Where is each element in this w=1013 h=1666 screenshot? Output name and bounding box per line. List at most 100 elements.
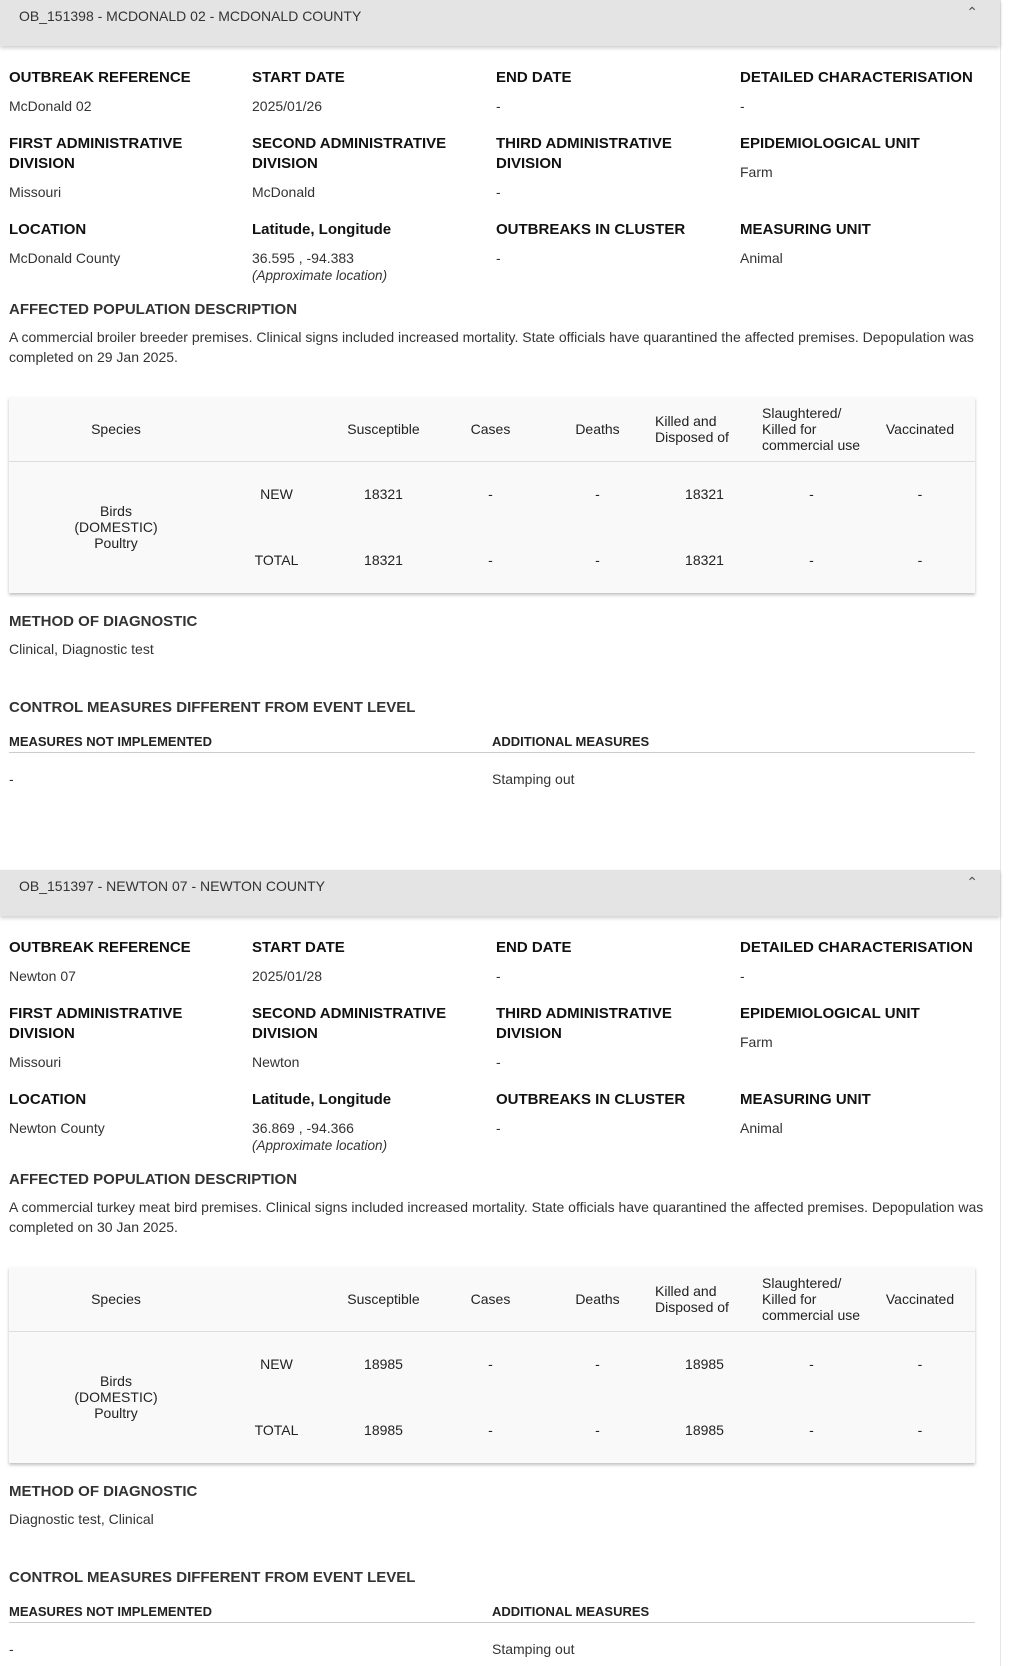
- table-cell: -: [595, 486, 600, 503]
- field-value: Animal: [740, 250, 783, 266]
- field-value: 36.595 , -94.383: [252, 250, 354, 266]
- field-value: -: [496, 968, 501, 984]
- field-end-date: END DATE -: [496, 68, 731, 116]
- table-cell: 18321: [364, 486, 403, 503]
- table-cell: -: [488, 486, 493, 503]
- field-label: LOCATION: [9, 1091, 87, 1108]
- column-header: Slaughtered/ Killed for commercial use: [758, 397, 865, 462]
- table-cell: TOTAL: [254, 552, 299, 568]
- approximate-location-note: (Approximate location): [252, 268, 388, 283]
- chevron-up-icon[interactable]: ⌃: [966, 4, 978, 20]
- species-table: Species Susceptible Cases Deaths Killed and …: [9, 397, 975, 593]
- field-label: START DATE: [252, 69, 345, 86]
- field-value: Newton 07: [9, 968, 76, 984]
- field-label: OUTBREAKS IN CLUSTER: [496, 1091, 686, 1108]
- field-first-admin: FIRST ADMINISTRATIVE DIVISION Missouri: [9, 1004, 244, 1072]
- field-value: Farm: [740, 1034, 773, 1050]
- table-cell: 18985: [685, 1422, 724, 1438]
- measures-not-implemented-header: MEASURES NOT IMPLEMENTED: [9, 1604, 212, 1619]
- affected-description: A commercial turkey meat bird premises. …: [9, 1199, 984, 1235]
- field-label: OUTBREAK REFERENCE: [9, 939, 191, 956]
- field-latlon: Latitude, Longitude 36.869 , -94.366 (Ap…: [252, 1090, 487, 1153]
- control-measures-table: MEASURES NOT IMPLEMENTED ADDITIONAL MEASU…: [9, 1604, 975, 1657]
- table-cell: 18321: [685, 552, 724, 568]
- field-value: 2025/01/26: [252, 98, 323, 114]
- column-header: Species: [9, 1267, 223, 1332]
- table-cell: NEW: [260, 486, 293, 503]
- field-measuring-unit: MEASURING UNIT Animal: [740, 1090, 975, 1138]
- table-cell: -: [488, 552, 493, 568]
- field-label: MEASURING UNIT: [740, 1091, 871, 1108]
- outbreak-title: OB_151397 - NEWTON 07 - NEWTON COUNTY: [19, 878, 325, 894]
- field-value: -: [496, 98, 501, 114]
- affected-label: AFFECTED POPULATION DESCRIPTION: [9, 301, 298, 318]
- additional-measures-value: Stamping out: [492, 1641, 575, 1657]
- field-label: SECOND ADMINISTRATIVE DIVISION: [252, 1005, 447, 1042]
- column-header: Slaughtered/ Killed for commercial use: [758, 1267, 865, 1332]
- measures-not-implemented-value: -: [9, 771, 14, 787]
- field-label: END DATE: [496, 939, 572, 956]
- table-cell: -: [595, 552, 600, 568]
- outbreak-panel-header[interactable]: OB_151398 - MCDONALD 02 - MCDONALD COUNT…: [0, 0, 1000, 46]
- affected-description: A commercial broiler breeder premises. C…: [9, 329, 974, 365]
- field-label: Latitude, Longitude: [252, 221, 392, 238]
- field-label: LOCATION: [9, 221, 87, 238]
- field-start-date: START DATE 2025/01/26: [252, 68, 487, 116]
- field-label: DETAILED CHARACTERISATION: [740, 69, 973, 86]
- column-header: Susceptible: [330, 1267, 437, 1332]
- field-third-admin: THIRD ADMINISTRATIVE DIVISION -: [496, 134, 731, 202]
- field-value: -: [496, 1054, 501, 1070]
- field-label: THIRD ADMINISTRATIVE DIVISION: [496, 1005, 672, 1042]
- field-cluster: OUTBREAKS IN CLUSTER -: [496, 1090, 731, 1138]
- field-label: Latitude, Longitude: [252, 1091, 392, 1108]
- approximate-location-note: (Approximate location): [252, 1138, 388, 1153]
- outbreak-panel-header[interactable]: OB_151397 - NEWTON 07 - NEWTON COUNTY ⌃: [0, 870, 1000, 916]
- table-header-row: Species Susceptible Cases Deaths Killed and …: [9, 397, 975, 462]
- species-table: Species Susceptible Cases Deaths Killed and …: [9, 1267, 975, 1463]
- measures-not-implemented-header: MEASURES NOT IMPLEMENTED: [9, 734, 212, 749]
- control-measures-label: CONTROL MEASURES DIFFERENT FROM EVENT LE…: [9, 1569, 416, 1586]
- field-label: MEASURING UNIT: [740, 221, 871, 238]
- field-measuring-unit: MEASURING UNIT Animal: [740, 220, 975, 268]
- field-value: Missouri: [9, 184, 62, 200]
- column-header: Vaccinated: [865, 1267, 975, 1332]
- field-value: McDonald County: [9, 250, 121, 266]
- table-cell: -: [917, 1422, 923, 1438]
- column-header: Cases: [437, 1267, 544, 1332]
- table-cell: -: [917, 486, 923, 503]
- field-cluster: OUTBREAKS IN CLUSTER -: [496, 220, 731, 268]
- scrollbar-track[interactable]: [1000, 0, 1013, 1666]
- table-row: TOTAL 18321 - - 18321 - -: [9, 527, 975, 593]
- table-cell: -: [809, 552, 814, 568]
- field-value: McDonald 02: [9, 98, 92, 114]
- outbreak-panel: OB_151398 - MCDONALD 02 - MCDONALD COUNT…: [0, 0, 1000, 787]
- field-label: FIRST ADMINISTRATIVE DIVISION: [9, 135, 183, 172]
- field-third-admin: THIRD ADMINISTRATIVE DIVISION -: [496, 1004, 731, 1072]
- field-value: Farm: [740, 164, 773, 180]
- column-header: Vaccinated: [865, 397, 975, 462]
- field-label: START DATE: [252, 939, 345, 956]
- field-value: -: [496, 250, 501, 266]
- column-header: Killed and Disposed of: [651, 397, 758, 462]
- table-row: TOTAL 18985 - - 18985 - -: [9, 1397, 975, 1463]
- field-value: Animal: [740, 1120, 783, 1136]
- table-cell: -: [917, 552, 923, 568]
- chevron-up-icon[interactable]: ⌃: [966, 874, 978, 890]
- column-header: Deaths: [544, 1267, 651, 1332]
- field-first-admin: FIRST ADMINISTRATIVE DIVISION Missouri: [9, 134, 244, 202]
- diagnostic-value: Diagnostic test, Clinical: [9, 1511, 154, 1527]
- additional-measures-header: ADDITIONAL MEASURES: [492, 1604, 650, 1619]
- field-label: OUTBREAKS IN CLUSTER: [496, 221, 686, 238]
- table-cell: -: [917, 1356, 923, 1373]
- measures-not-implemented-value: -: [9, 1641, 14, 1657]
- field-value: -: [496, 184, 501, 200]
- field-start-date: START DATE 2025/01/28: [252, 938, 487, 986]
- field-end-date: END DATE -: [496, 938, 731, 986]
- table-cell: 18985: [364, 1356, 403, 1373]
- field-value: Missouri: [9, 1054, 62, 1070]
- table-cell: -: [595, 1356, 600, 1373]
- column-header: [223, 397, 330, 462]
- table-header-row: Species Susceptible Cases Deaths Killed and …: [9, 1267, 975, 1332]
- additional-measures-header: ADDITIONAL MEASURES: [492, 734, 650, 749]
- field-value: -: [740, 968, 745, 984]
